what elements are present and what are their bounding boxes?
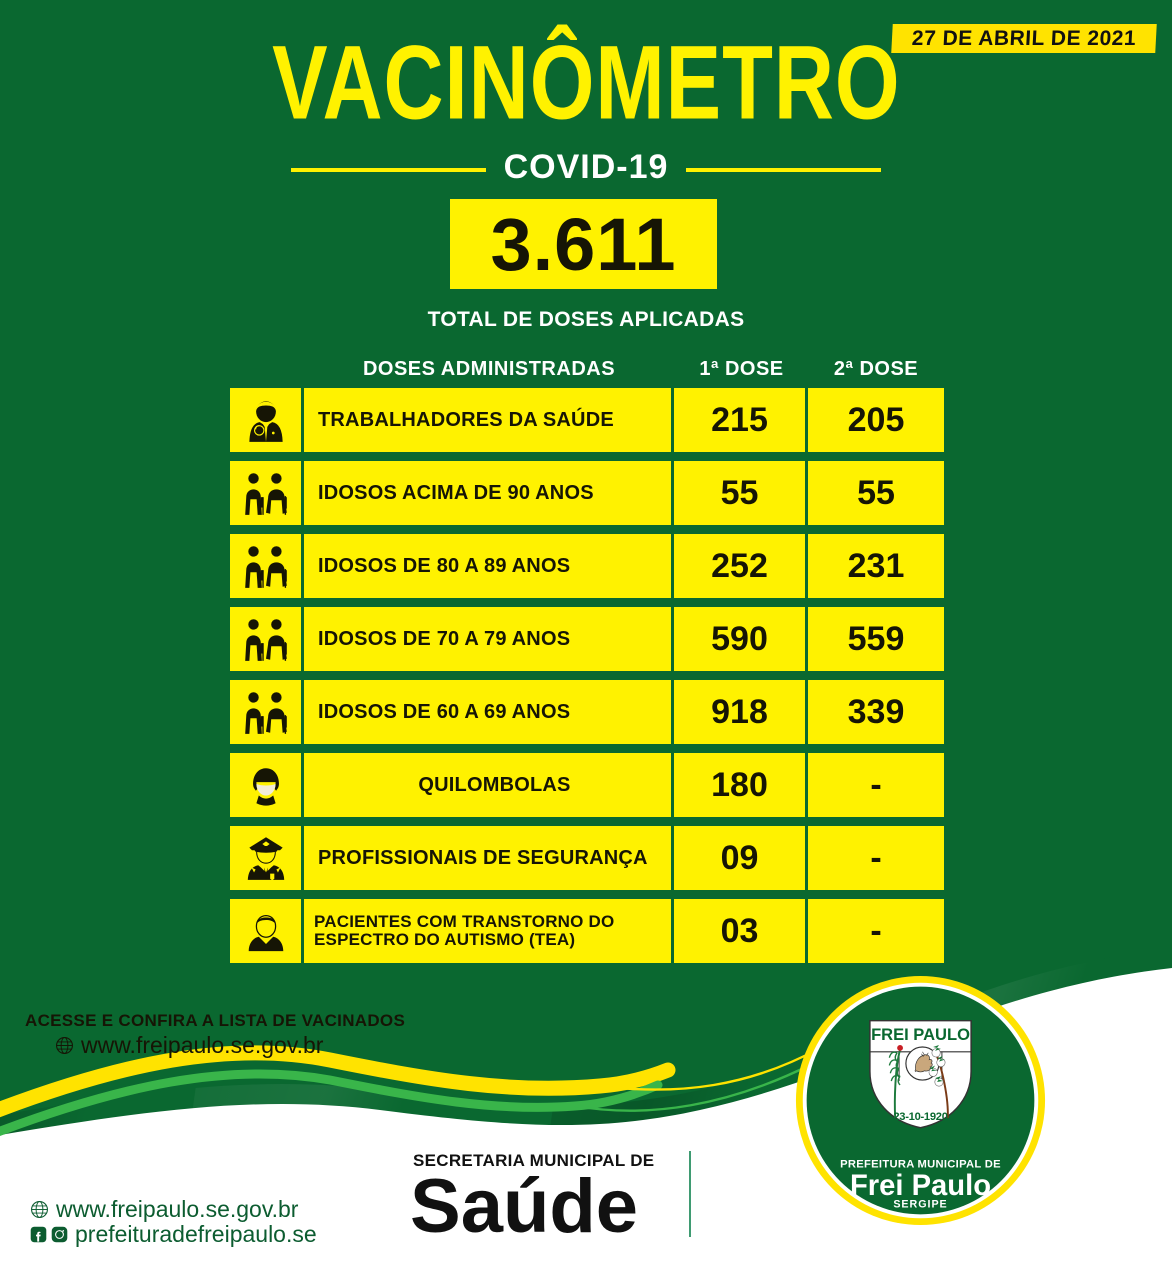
svg-text:SERGIPE: SERGIPE [893, 1199, 947, 1211]
svg-text:PREFEITURA MUNICIPAL DE: PREFEITURA MUNICIPAL DE [840, 1159, 1001, 1171]
svg-text:Frei Paulo: Frei Paulo [850, 1170, 991, 1202]
svg-text:FREI PAULO: FREI PAULO [871, 1025, 970, 1044]
svg-text:23-10-1920: 23-10-1920 [893, 1111, 947, 1123]
